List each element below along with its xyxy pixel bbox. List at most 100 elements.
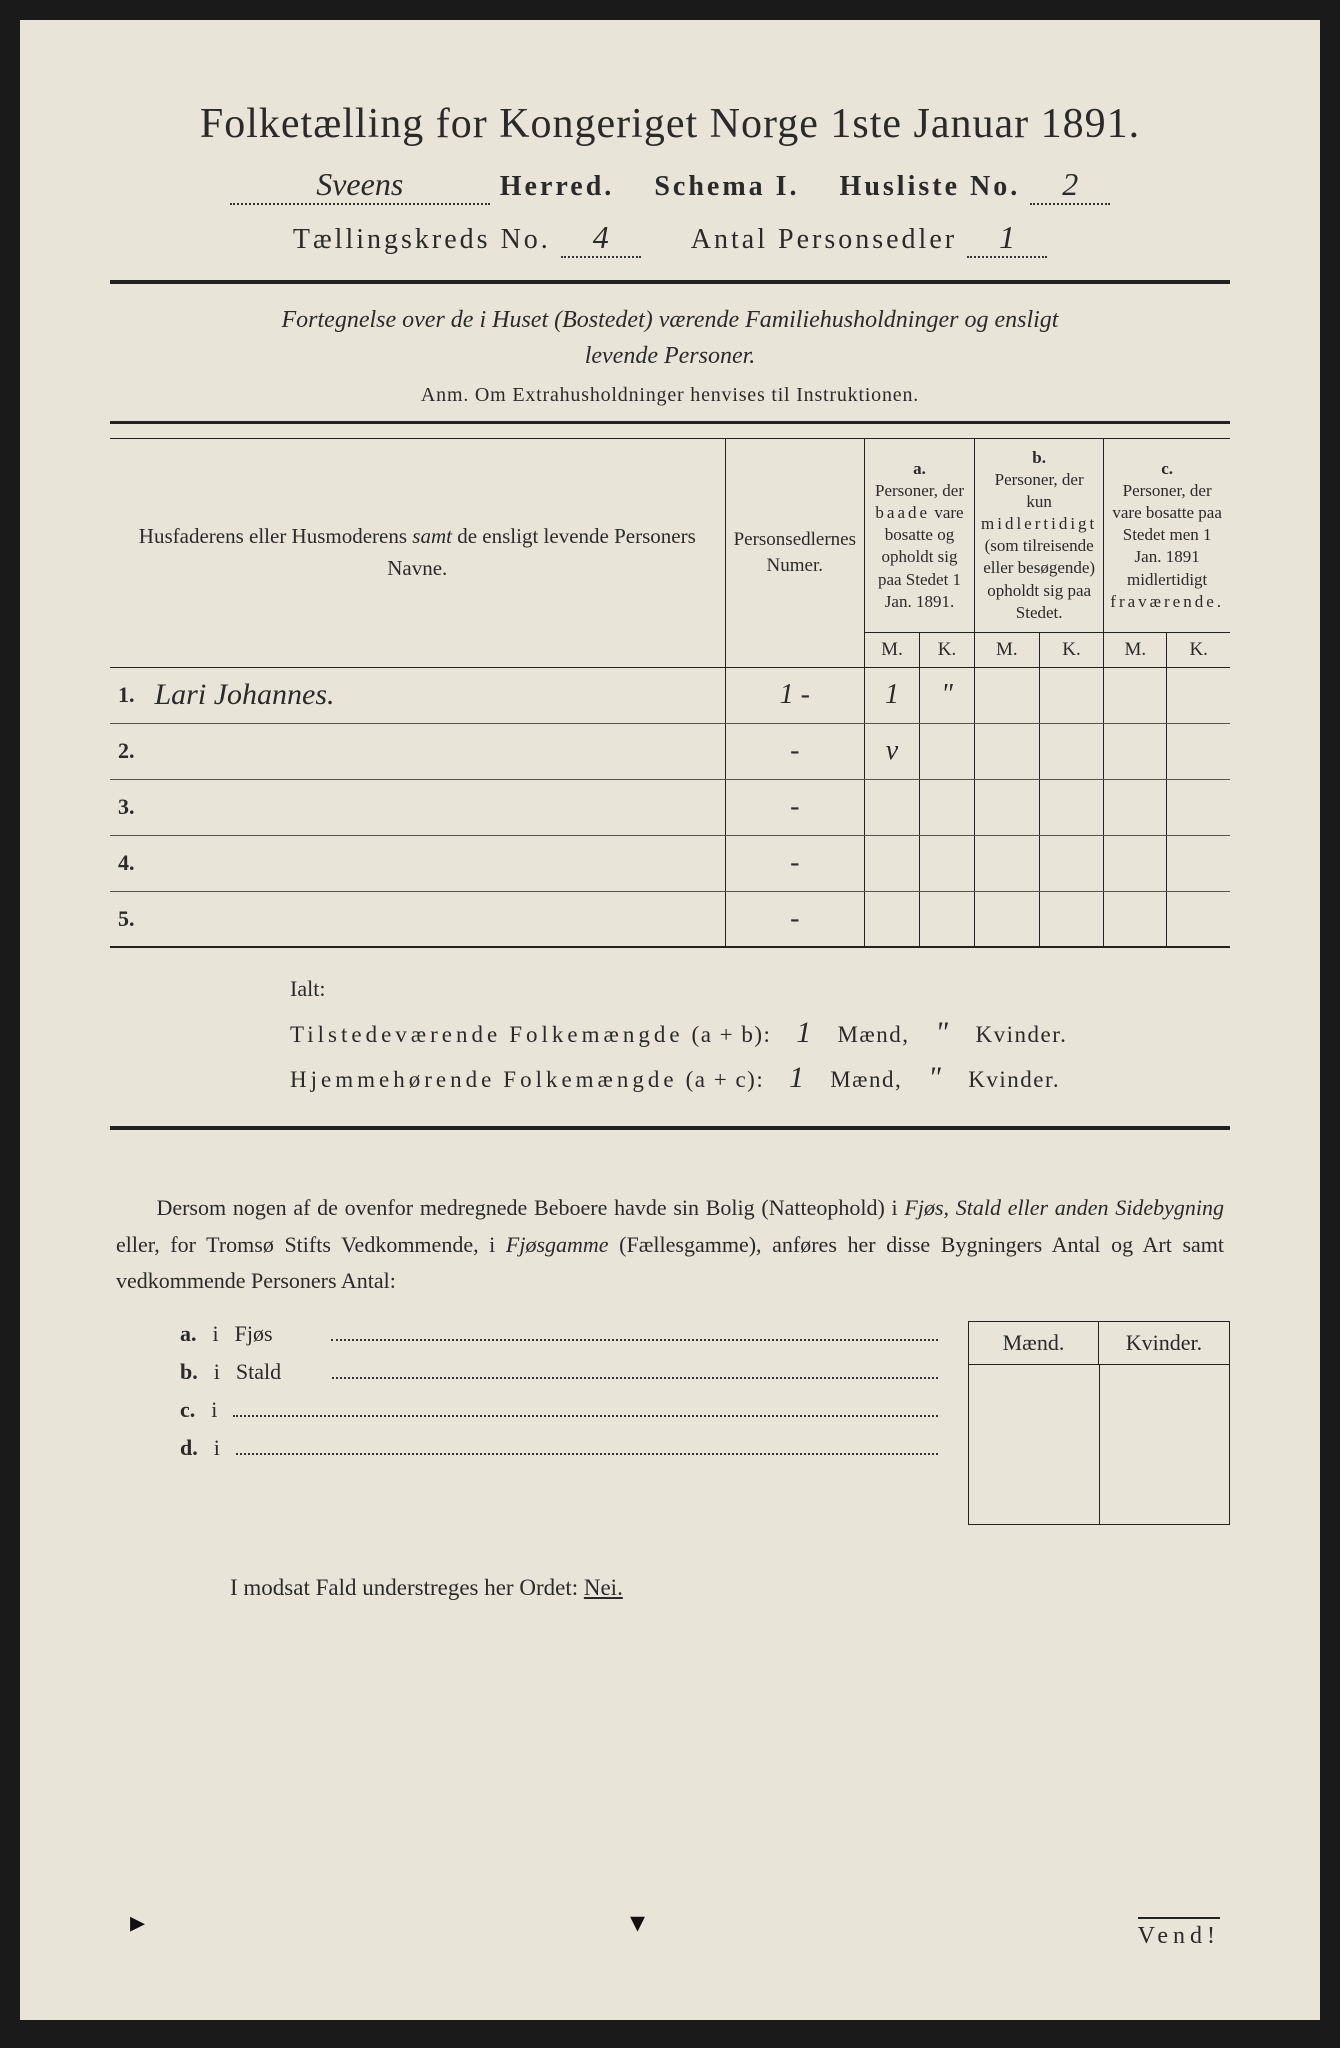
sub-key: a. [180, 1321, 197, 1347]
ab-label: (a + b): [692, 1022, 772, 1048]
row-psnum: - [725, 779, 864, 835]
outbuilding-table: a. i Fjøs b. i Stald c. i d. i [110, 1321, 1230, 1525]
col-a-text: Personer, der baade vare bosatte og opho… [871, 480, 968, 613]
cell-ck [1167, 835, 1230, 891]
col-a-k: K. [920, 632, 975, 667]
sub-i: i [213, 1321, 219, 1347]
mark-icon: ▸ [130, 1905, 145, 1940]
para-i2: Fjøsgamme [506, 1232, 609, 1257]
row-name [147, 723, 726, 779]
col-b-k: K. [1039, 632, 1104, 667]
antal-value: 1 [967, 219, 1047, 258]
outbuilding-rows: a. i Fjøs b. i Stald c. i d. i [110, 1321, 968, 1473]
para-t2: eller, for Tromsø Stifts Vedkommende, i [116, 1232, 506, 1257]
row-num: 5. [110, 891, 147, 947]
header-row-1: Sveens Herred. Schema I. Husliste No. 2 [110, 166, 1230, 205]
row-name: Lari Johannes. [147, 667, 726, 723]
husliste-value: 2 [1030, 166, 1110, 205]
sub-label: Stald [236, 1359, 316, 1385]
header-row-2: Tællingskreds No. 4 Antal Personsedler 1 [110, 219, 1230, 258]
vend-label: Vend! [1138, 1917, 1220, 1950]
cell-ck [1167, 891, 1230, 947]
divider [110, 280, 1230, 284]
col-num-header: Personsedlernes Numer. [725, 439, 864, 668]
cell-ak [920, 835, 975, 891]
kvinder-label: Kvinder. [975, 1022, 1067, 1048]
cell-ck [1167, 723, 1230, 779]
row-num: 2. [110, 723, 147, 779]
table-row: 4. - [110, 835, 1230, 891]
total-resident-row: Hjemmehørende Folkemængde (a + c): 1 Mæn… [290, 1061, 1230, 1096]
page-title: Folketælling for Kongeriget Norge 1ste J… [110, 100, 1230, 148]
col-b-text: Personer, der kun midlertidigt (som tilr… [981, 469, 1097, 624]
kvinder-label: Kvinder. [968, 1067, 1060, 1093]
cell-cm [1104, 667, 1167, 723]
row-name [147, 891, 726, 947]
row-psnum: - [725, 723, 864, 779]
antal-label: Antal Personsedler [691, 224, 957, 256]
cell-ak [920, 891, 975, 947]
cell-ak [920, 779, 975, 835]
col-c-label: c. [1110, 458, 1224, 480]
present-m: 1 [779, 1016, 829, 1051]
census-table: Husfaderens eller Husmoderens samt de en… [110, 438, 1230, 948]
cell-bk [1039, 723, 1104, 779]
cell-bm [975, 891, 1040, 947]
row-num: 1. [110, 667, 147, 723]
col-b-label: b. [981, 447, 1097, 469]
row-psnum: - [725, 835, 864, 891]
folke-label: Folkemængde [509, 1022, 683, 1048]
nei-word: Nei. [584, 1575, 623, 1600]
ac-label: (a + c): [686, 1067, 765, 1093]
husliste-label: Husliste No. [840, 171, 1021, 203]
ialt-label: Ialt: [290, 976, 1230, 1002]
anm-note: Anm. Om Extrahusholdninger henvises til … [110, 384, 1230, 407]
cell-am [865, 835, 920, 891]
cell-bm [975, 667, 1040, 723]
cell-am: 1 [865, 667, 920, 723]
sub-label: Fjøs [235, 1321, 315, 1347]
cell-cm [1104, 835, 1167, 891]
cell-bk [1039, 667, 1104, 723]
sub-kvinder-header: Kvinder. [1099, 1322, 1229, 1365]
table-row: 2. - v [110, 723, 1230, 779]
folke-label: Folkemængde [503, 1067, 677, 1093]
cell-ak [920, 723, 975, 779]
sub-maend-header: Mænd. [969, 1322, 1099, 1365]
table-row: 3. - [110, 779, 1230, 835]
dots [332, 1359, 938, 1379]
row-name [147, 779, 726, 835]
divider [110, 421, 1230, 424]
cell-ck [1167, 779, 1230, 835]
sub-row: a. i Fjøs [110, 1321, 938, 1347]
census-form-page: Folketælling for Kongeriget Norge 1ste J… [20, 20, 1320, 2020]
sub-row: b. i Stald [110, 1359, 938, 1385]
mark-icon: ▾ [630, 1905, 645, 1940]
maend-label: Mænd, [837, 1022, 909, 1048]
resident-m: 1 [772, 1061, 822, 1096]
col-name-header: Husfaderens eller Husmoderens samt de en… [139, 524, 696, 580]
sub-key: b. [180, 1359, 198, 1385]
para-i1: Fjøs, Stald eller anden Sidebygning [904, 1195, 1224, 1220]
dots [236, 1435, 938, 1455]
intro-line1: Fortegnelse over de i Huset (Bostedet) v… [282, 307, 1059, 333]
intro-line2: levende Personer. [585, 343, 756, 369]
cell-am [865, 779, 920, 835]
present-k: " [917, 1016, 967, 1051]
tkreds-label: Tællingskreds No. [293, 224, 551, 256]
resident-k: " [910, 1061, 960, 1096]
row-num: 4. [110, 835, 147, 891]
total-present-row: Tilstedeværende Folkemængde (a + b): 1 M… [290, 1016, 1230, 1051]
resident-label: Hjemmehørende [290, 1067, 495, 1093]
col-c-text: Personer, der vare bosatte paa Stedet me… [1110, 480, 1224, 613]
cell-am [865, 891, 920, 947]
row-psnum: 1 - [725, 667, 864, 723]
row-num: 3. [110, 779, 147, 835]
cell-bk [1039, 835, 1104, 891]
dots [233, 1397, 938, 1417]
outbuilding-paragraph: Dersom nogen af de ovenfor medregnede Be… [110, 1190, 1230, 1299]
col-b-m: M. [975, 632, 1040, 667]
row-name [147, 835, 726, 891]
row-psnum: - [725, 891, 864, 947]
nei-line: I modsat Fald understreges her Ordet: Ne… [110, 1575, 1230, 1601]
